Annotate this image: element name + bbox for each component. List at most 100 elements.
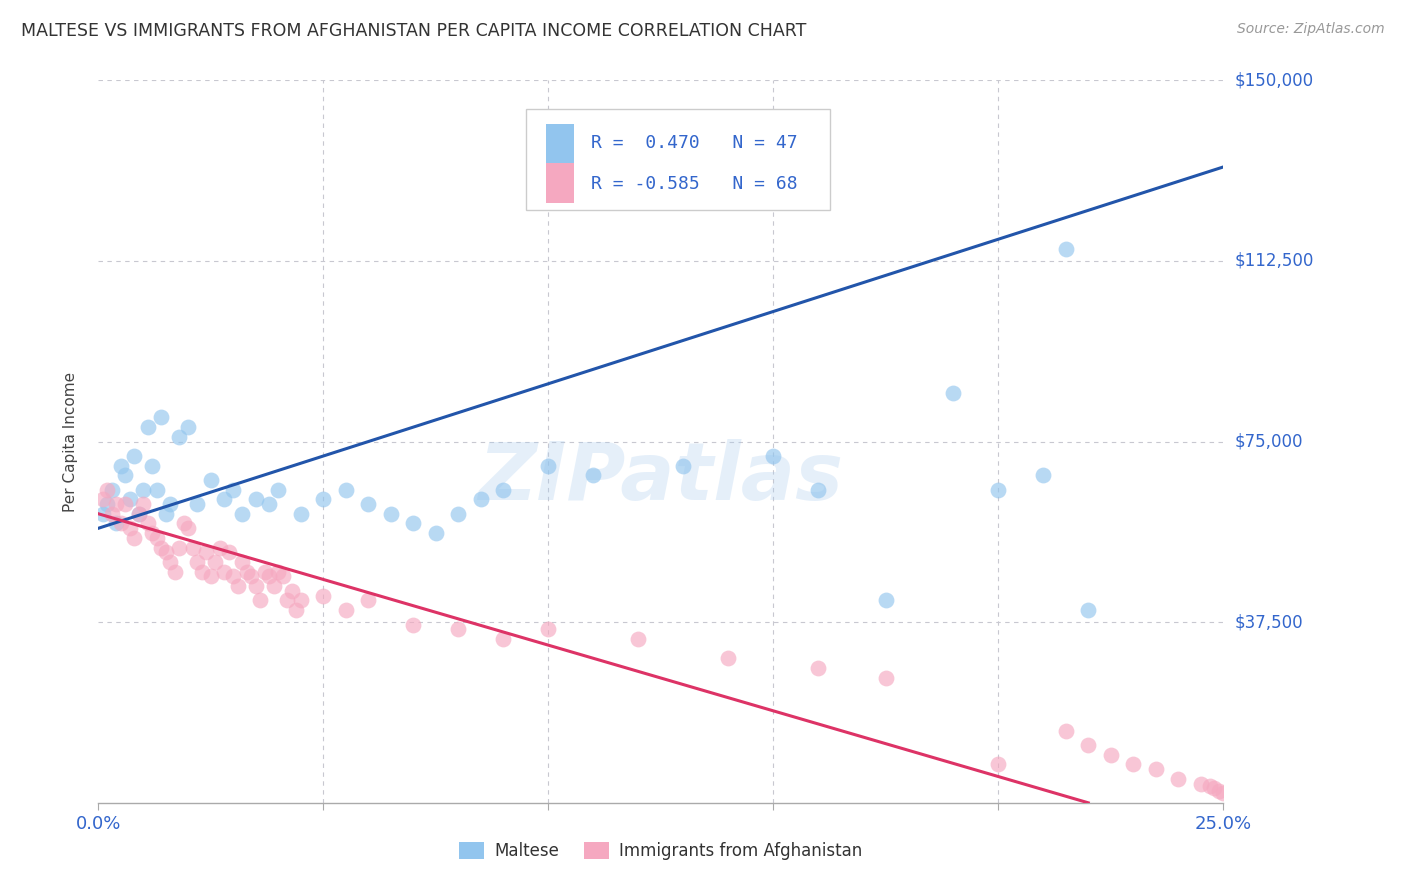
Point bbox=[267, 483, 290, 497]
Point bbox=[271, 569, 294, 583]
Text: $150,000: $150,000 bbox=[1234, 71, 1313, 89]
Point bbox=[200, 473, 222, 487]
Text: Source: ZipAtlas.com: Source: ZipAtlas.com bbox=[1237, 22, 1385, 37]
Point bbox=[159, 497, 181, 511]
Point bbox=[128, 507, 150, 521]
Point bbox=[582, 468, 605, 483]
Point bbox=[537, 623, 560, 637]
Text: MALTESE VS IMMIGRANTS FROM AFGHANISTAN PER CAPITA INCOME CORRELATION CHART: MALTESE VS IMMIGRANTS FROM AFGHANISTAN P… bbox=[21, 22, 807, 40]
Text: $112,500: $112,500 bbox=[1234, 252, 1313, 270]
Point bbox=[146, 483, 169, 497]
Point bbox=[470, 492, 492, 507]
Point bbox=[146, 531, 169, 545]
Point bbox=[1077, 738, 1099, 752]
Point bbox=[1208, 784, 1230, 798]
Point bbox=[285, 603, 308, 617]
Point bbox=[537, 458, 560, 473]
Point bbox=[159, 555, 181, 569]
Point bbox=[627, 632, 650, 646]
Legend: Maltese, Immigrants from Afghanistan: Maltese, Immigrants from Afghanistan bbox=[453, 835, 869, 867]
Point bbox=[263, 579, 285, 593]
Point bbox=[169, 541, 191, 555]
Text: $37,500: $37,500 bbox=[1234, 613, 1303, 632]
Point bbox=[208, 541, 231, 555]
Text: R = -0.585   N = 68: R = -0.585 N = 68 bbox=[591, 176, 797, 194]
Point bbox=[357, 497, 380, 511]
Point bbox=[124, 531, 146, 545]
Point bbox=[136, 420, 159, 434]
Point bbox=[101, 483, 124, 497]
Point bbox=[169, 430, 191, 444]
Point bbox=[141, 458, 163, 473]
Point bbox=[231, 507, 253, 521]
Point bbox=[259, 497, 281, 511]
Point bbox=[1122, 757, 1144, 772]
FancyBboxPatch shape bbox=[526, 109, 830, 211]
Point bbox=[1198, 779, 1220, 793]
Point bbox=[380, 507, 402, 521]
Point bbox=[226, 579, 249, 593]
Text: ZIPatlas: ZIPatlas bbox=[478, 439, 844, 516]
Point bbox=[447, 507, 470, 521]
Point bbox=[200, 569, 222, 583]
Point bbox=[245, 579, 267, 593]
Point bbox=[807, 661, 830, 675]
Point bbox=[249, 593, 271, 607]
Point bbox=[214, 565, 236, 579]
Point bbox=[1054, 242, 1077, 256]
Bar bbox=[546, 124, 574, 163]
Point bbox=[132, 483, 155, 497]
Point bbox=[987, 757, 1010, 772]
Point bbox=[155, 545, 177, 559]
Point bbox=[762, 449, 785, 463]
Point bbox=[875, 593, 897, 607]
Point bbox=[357, 593, 380, 607]
Point bbox=[492, 483, 515, 497]
Point bbox=[335, 483, 357, 497]
Point bbox=[1167, 772, 1189, 786]
Point bbox=[105, 497, 128, 511]
Point bbox=[240, 569, 263, 583]
Point bbox=[245, 492, 267, 507]
Bar bbox=[546, 163, 574, 203]
Point bbox=[1204, 781, 1226, 796]
Point bbox=[1054, 723, 1077, 738]
Point bbox=[181, 541, 204, 555]
Point bbox=[204, 555, 226, 569]
Point bbox=[114, 468, 136, 483]
Point bbox=[132, 497, 155, 511]
Point bbox=[177, 420, 200, 434]
Point bbox=[136, 516, 159, 531]
Point bbox=[150, 410, 173, 425]
Point bbox=[1212, 786, 1234, 800]
Point bbox=[1189, 776, 1212, 790]
Text: $75,000: $75,000 bbox=[1234, 433, 1303, 450]
Point bbox=[447, 623, 470, 637]
Point bbox=[155, 507, 177, 521]
Point bbox=[807, 483, 830, 497]
Point bbox=[124, 449, 146, 463]
Point bbox=[231, 555, 253, 569]
Point bbox=[276, 593, 298, 607]
Point bbox=[281, 583, 304, 598]
Text: R =  0.470   N = 47: R = 0.470 N = 47 bbox=[591, 134, 797, 153]
Point bbox=[259, 569, 281, 583]
Point bbox=[987, 483, 1010, 497]
Point bbox=[312, 589, 335, 603]
Point bbox=[425, 526, 447, 541]
Point bbox=[236, 565, 259, 579]
Point bbox=[1099, 747, 1122, 762]
Point bbox=[290, 507, 312, 521]
Point bbox=[253, 565, 276, 579]
Point bbox=[214, 492, 236, 507]
Point bbox=[141, 526, 163, 541]
Point bbox=[177, 521, 200, 535]
Point bbox=[1077, 603, 1099, 617]
Point bbox=[150, 541, 173, 555]
Point bbox=[96, 497, 118, 511]
Point bbox=[875, 671, 897, 685]
Point bbox=[91, 492, 114, 507]
Point bbox=[91, 507, 114, 521]
Point bbox=[195, 545, 218, 559]
Point bbox=[191, 565, 214, 579]
